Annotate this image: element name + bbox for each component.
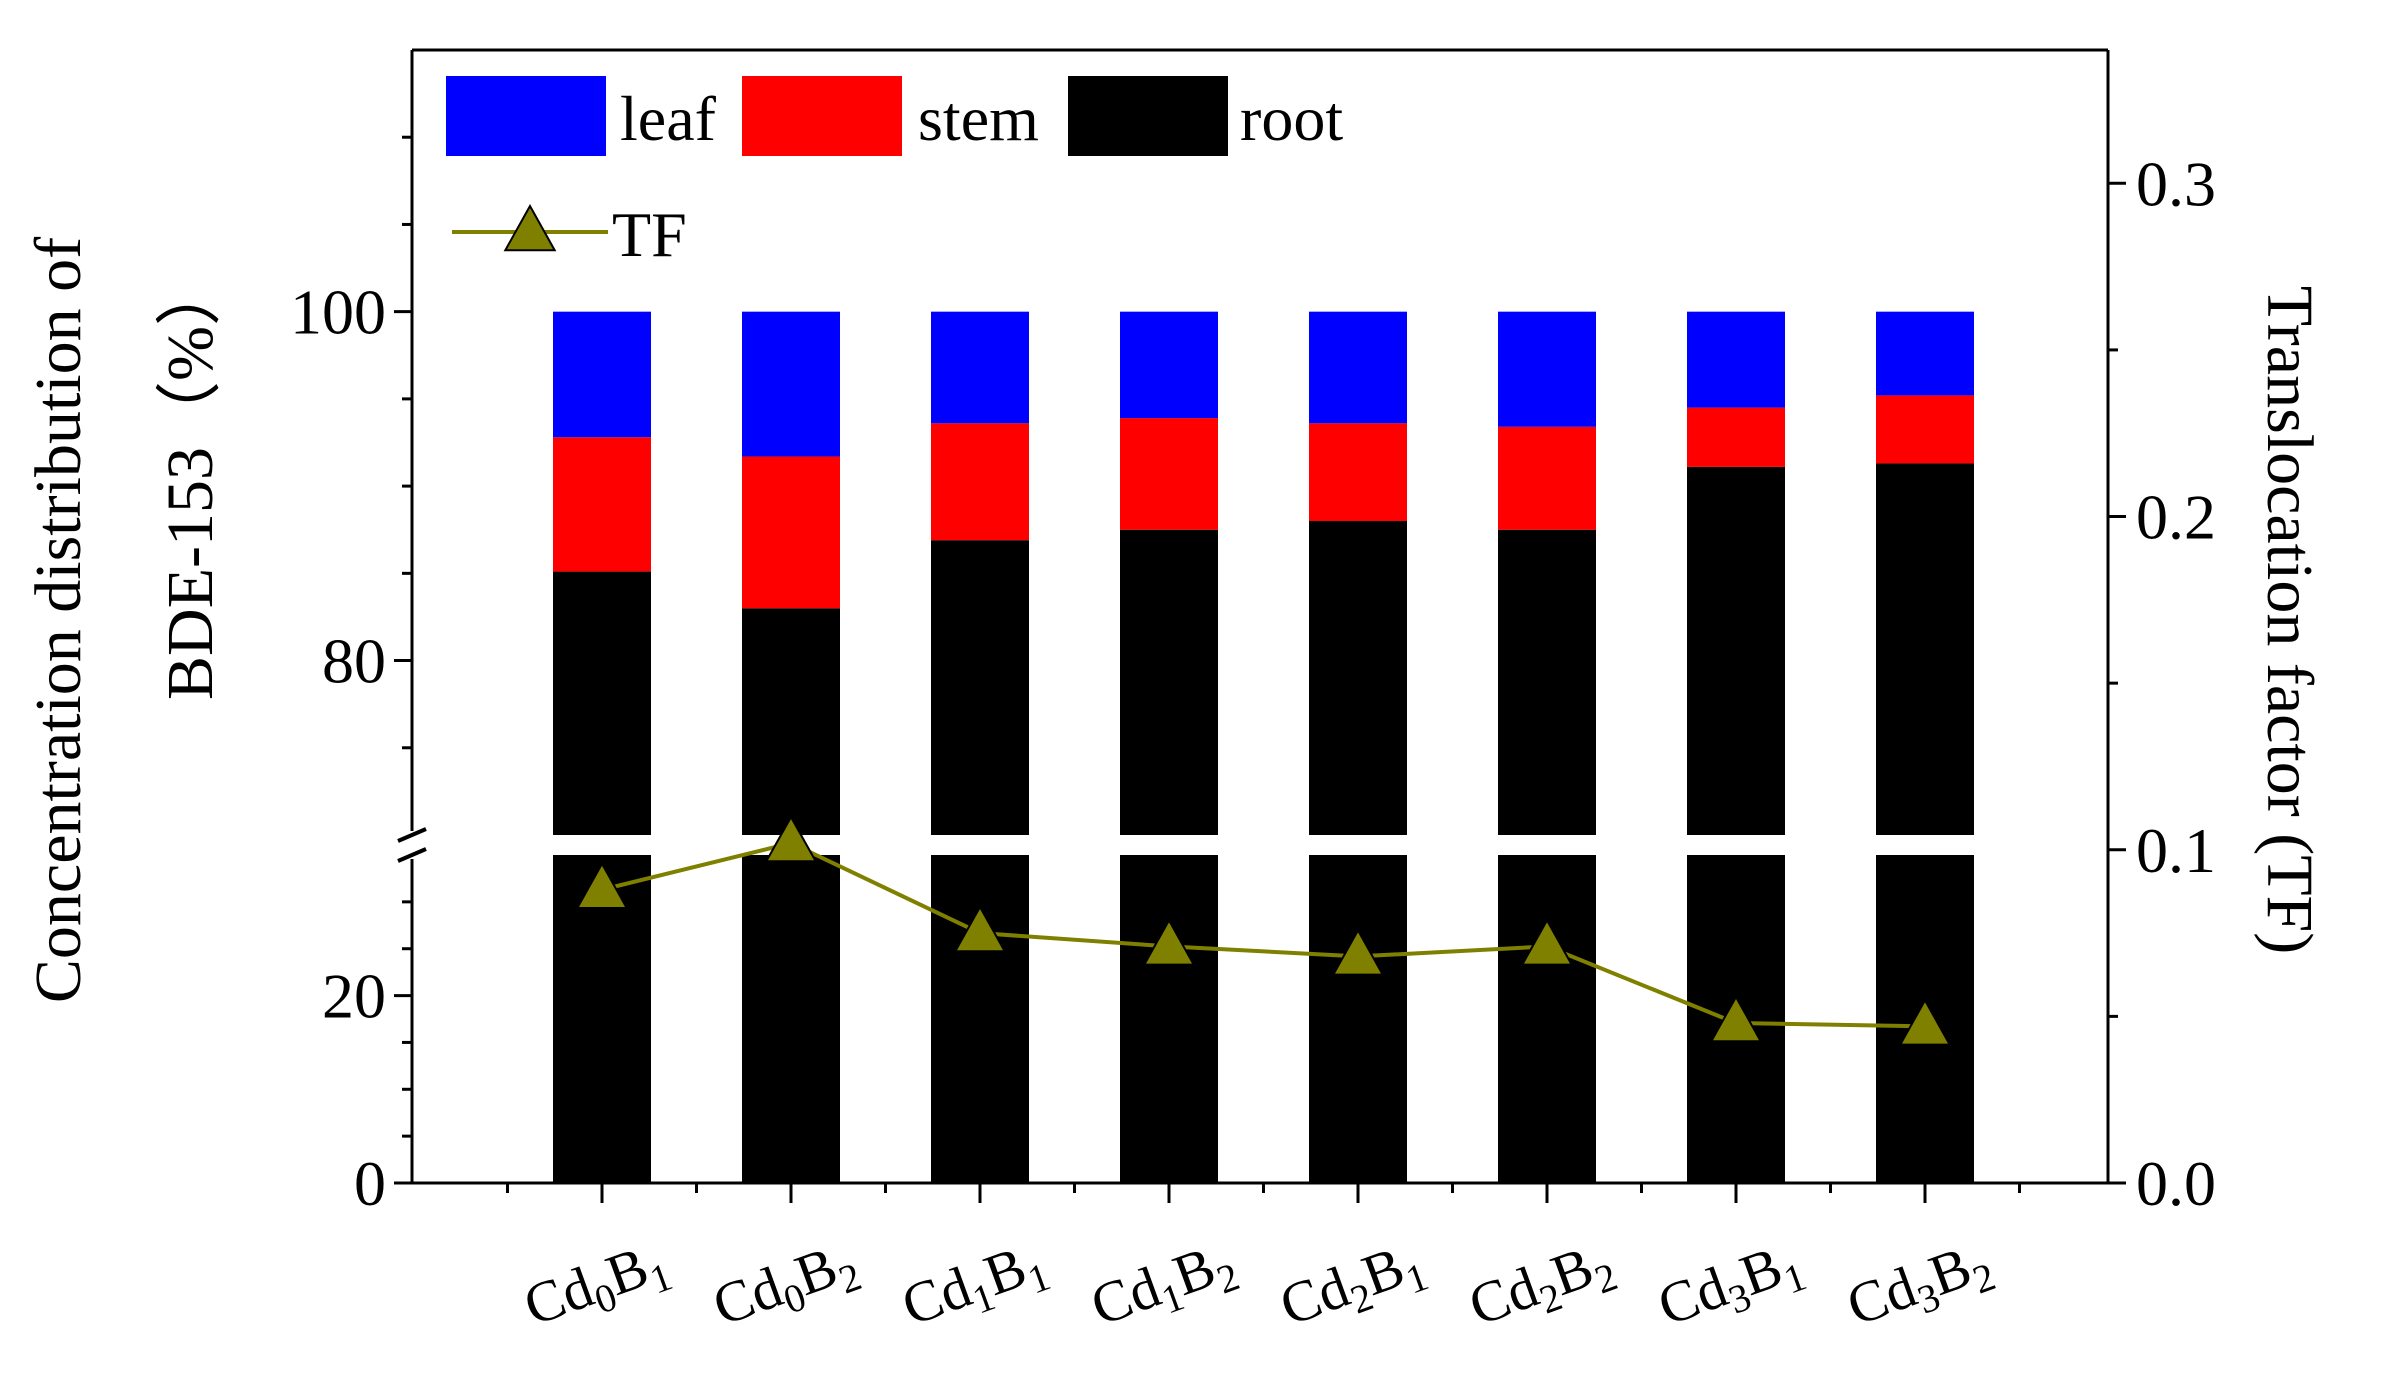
bar-stem-4 [1309, 423, 1407, 521]
bar-leaf-0 [553, 311, 651, 438]
bar-leaf-4 [1309, 311, 1407, 424]
bar-root-6 [1687, 466, 1785, 1183]
bar-leaf-3 [1120, 311, 1218, 419]
x-tick-label-part: Cd [1271, 1254, 1357, 1338]
x-tick-label: Cd0B2 [704, 1227, 867, 1346]
y2-tick-label: 0.3 [2136, 148, 2216, 219]
legend-tf-marker [503, 203, 557, 252]
x-tick-label-part: Cd [1460, 1254, 1546, 1338]
bar-stem-6 [1687, 407, 1785, 467]
bar-root-3 [1120, 529, 1218, 1183]
x-tick-label-part: Cd [1649, 1254, 1735, 1338]
y-tick-label: 80 [322, 626, 386, 697]
x-tick-label-part: Cd [1838, 1254, 1924, 1338]
tf-line [601, 840, 1926, 1029]
x-tick-label-part: Cd [893, 1254, 979, 1338]
bar-root-1 [742, 608, 840, 1183]
y-tick-label: 20 [322, 961, 386, 1032]
tf-marker-1 [764, 815, 818, 863]
y2-tick-label: 0.0 [2136, 1148, 2216, 1219]
x-tick-label: Cd0B1 [515, 1227, 678, 1346]
legend-label-leaf: leaf [620, 83, 717, 154]
x-tick-label-part: Cd [1082, 1254, 1168, 1338]
bars-layer [553, 311, 1974, 1183]
bar-root-2 [931, 540, 1029, 1183]
bar-root-5 [1498, 529, 1596, 1183]
bar-stem-2 [931, 423, 1029, 541]
y2-tick-label: 0.2 [2136, 482, 2216, 553]
x-tick-label-part: Cd [515, 1254, 601, 1338]
bar-leaf-5 [1498, 311, 1596, 427]
y-axis-title-line1: Concentration distribution of [22, 237, 95, 1003]
y-tick-label: 100 [290, 277, 386, 348]
tf-marker-6 [1709, 994, 1763, 1043]
legend-swatch-root [1068, 76, 1228, 156]
tf-marker-5 [1520, 918, 1574, 966]
tf-marker-7 [1898, 998, 1952, 1046]
legend: leaf stem root TF [446, 76, 1343, 270]
bar-stem-3 [1120, 418, 1218, 530]
x-tick-label-part: Cd [704, 1254, 790, 1338]
bar-stem-0 [553, 437, 651, 572]
legend-label-tf: TF [612, 199, 687, 270]
x-tick-label: Cd2B1 [1271, 1227, 1434, 1346]
legend-label-root: root [1240, 83, 1343, 154]
bar-stem-7 [1876, 395, 1974, 464]
legend-swatch-stem [742, 76, 902, 156]
axis-break-layer [414, 835, 2106, 855]
bar-leaf-6 [1687, 311, 1785, 408]
bar-stem-1 [742, 456, 840, 609]
bar-leaf-2 [931, 311, 1029, 424]
axis-break-mark-top [397, 827, 427, 843]
y-axis-title-line2: BDE-153（%） [154, 260, 227, 700]
x-tick-label: Cd1B2 [1082, 1227, 1245, 1346]
tf-line-layer [575, 815, 1952, 1046]
bar-root-7 [1876, 463, 1974, 1183]
y2-tick-label: 0.1 [2136, 815, 2216, 886]
y2-axis-title: Translocation factor (TF) [2253, 286, 2326, 954]
axes-layer [394, 48, 2126, 1203]
legend-label-stem: stem [918, 83, 1039, 154]
bar-stem-5 [1498, 426, 1596, 530]
x-tick-label: Cd1B1 [893, 1227, 1056, 1346]
bar-leaf-1 [742, 311, 840, 457]
legend-swatch-leaf [446, 76, 606, 156]
axis-break-gap [414, 835, 2106, 855]
tf-marker-2 [953, 905, 1007, 953]
tf-marker-4 [1331, 928, 1385, 976]
tf-marker-3 [1142, 918, 1196, 966]
x-tick-label: Cd2B2 [1460, 1227, 1623, 1346]
x-tick-label: Cd3B2 [1838, 1227, 2001, 1346]
bar-leaf-7 [1876, 311, 1974, 396]
axis-titles: Concentration distribution of BDE-153（%） T… [22, 237, 2326, 1003]
axis-break-mark-bottom [397, 847, 427, 863]
x-tick-label: Cd3B1 [1649, 1227, 1812, 1346]
tf-marker-0 [575, 861, 629, 909]
y-tick-label: 0 [354, 1148, 386, 1219]
